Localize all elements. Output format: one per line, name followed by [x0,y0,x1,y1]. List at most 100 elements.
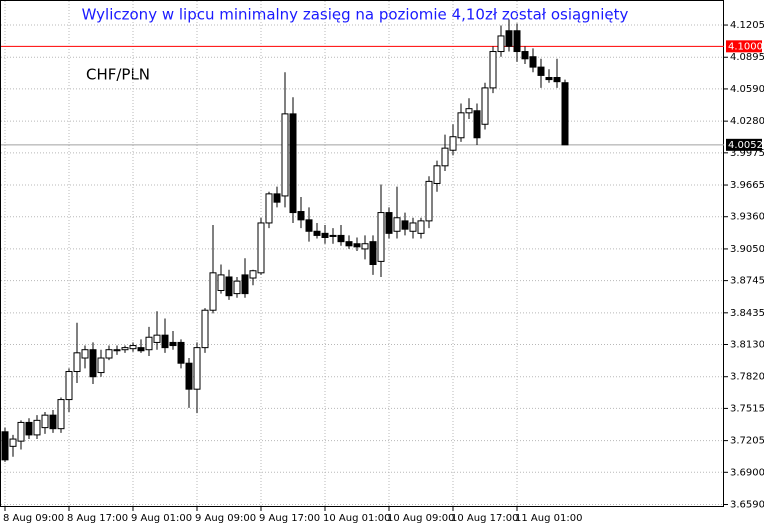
y-tick-label: 4.0590 [730,84,764,95]
candle-body [537,66,545,76]
x-tick-label: 9 Aug 01:00 [131,513,192,524]
y-tick-label: 3.9360 [730,212,764,223]
y-tick-label: 3.7205 [730,436,764,447]
candle-body [529,56,537,68]
candle-body [57,399,65,430]
candle-body [385,212,393,234]
y-tick-label: 3.6900 [730,467,764,478]
x-tick-label: 10 Aug 09:00 [387,513,454,524]
candle-body [337,234,345,243]
candle-body [65,371,73,401]
y-tick-label: 3.6590 [730,500,764,511]
candle-body [369,241,377,266]
candle-body [273,193,281,203]
y-tick-label: 3.9975 [730,148,764,159]
candle-body [289,113,297,214]
candle-body [201,309,209,349]
candle-body [345,241,353,247]
candle-body [169,341,177,347]
candle-body [353,243,361,248]
candle-body [505,30,513,47]
candle-body [153,334,161,343]
x-tick-label: 10 Aug 01:00 [323,513,390,524]
candle-body [457,112,465,139]
price-label: 4.1000 [728,41,763,52]
candle-body [433,165,441,184]
y-tick-label: 3.9665 [730,180,764,191]
x-tick-label: 9 Aug 09:00 [195,513,256,524]
candle-body [545,77,553,81]
candle-body [97,357,105,374]
candle-body [449,136,457,151]
candle-body [481,87,489,125]
candle-body [105,349,113,359]
candle-body [313,230,321,236]
candle-body [193,347,201,390]
candle-body [17,421,25,442]
candle-body [377,212,385,262]
candle-body [73,352,81,373]
candle-body [161,334,169,349]
price-label-box [726,40,762,53]
candle-body [1,431,9,461]
y-tick-label: 4.0895 [730,52,764,63]
x-tick-label: 10 Aug 17:00 [451,513,518,524]
candle-body [41,414,49,429]
x-tick-label: 11 Aug 01:00 [515,513,582,524]
y-tick-label: 3.7515 [730,403,764,414]
candle-body [81,349,89,359]
candle-body [9,438,17,447]
y-tick-label: 3.8130 [730,340,764,351]
candle-body [425,180,433,222]
candle-body [49,414,57,430]
symbol-label: CHF/PLN [86,66,150,84]
candle-body [137,347,145,352]
candle-body [393,217,401,232]
candle-body [209,272,217,311]
candle-body [305,219,313,232]
candle-body [241,274,249,295]
candle-body [233,280,241,295]
candle-body [113,349,121,352]
candle-body [265,193,273,224]
candle-body [33,419,41,436]
candle-body [489,51,497,89]
candle-body [473,110,481,139]
candle-body [361,243,369,250]
x-tick-label: 9 Aug 17:00 [259,513,320,524]
candle-body [297,211,305,221]
y-tick-label: 3.7820 [730,372,764,383]
price-label-box [726,138,762,151]
candle-body [409,222,417,232]
y-tick-label: 3.8745 [730,276,764,287]
plot-frame [0,0,724,507]
candle-body [401,220,409,230]
candle-body [441,147,449,167]
y-tick-label: 4.0280 [730,116,764,127]
candle-body [321,232,329,239]
candle-body [281,113,289,197]
y-tick-label: 3.8435 [730,308,764,319]
candle-body [553,77,561,83]
price-label: 4.0052 [728,140,763,151]
x-tick-label: 8 Aug 17:00 [67,513,128,524]
candle-body [25,421,33,436]
candle-body [145,336,153,351]
candle-body [185,362,193,390]
candle-body [465,108,473,114]
candle-body [129,345,137,350]
candle-body [177,341,185,364]
candle-body [257,222,265,274]
candle-body [121,347,129,351]
y-tick-label: 4.1205 [730,20,764,31]
candle-body [249,270,257,279]
candle-body [217,274,225,291]
candle-body [225,276,233,297]
candle-body [89,349,97,378]
candle-body [329,234,337,237]
y-tick-label: 3.9050 [730,244,764,255]
candle-body [513,30,521,53]
chart-title: Wyliczony w lipcu minimalny zasięg na po… [82,6,629,24]
